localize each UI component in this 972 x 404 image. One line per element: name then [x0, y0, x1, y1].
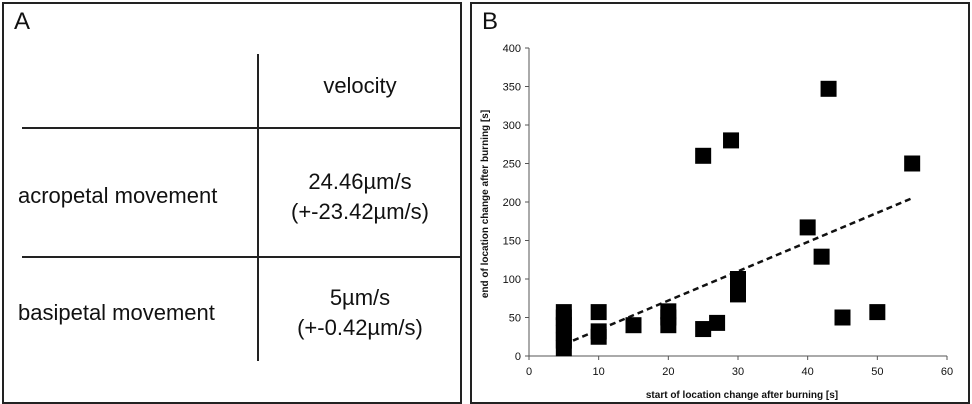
y-tick-label: 0: [515, 351, 521, 363]
x-tick-label: 60: [941, 366, 953, 378]
panel-b-label: B: [482, 8, 499, 35]
y-tick-label: 250: [503, 159, 521, 171]
data-point: [813, 248, 830, 265]
data-point: [869, 304, 886, 321]
data-point: [709, 314, 726, 331]
data-point: [695, 321, 712, 338]
data-point: [660, 303, 677, 320]
x-tick-label: 20: [662, 366, 674, 378]
y-axis-label: end of location change after burning [s]: [480, 110, 491, 298]
y-axis-ticks: 0 50 100 150 200 250 300 350 400: [503, 43, 529, 363]
x-axis-label: start of location change after burning […: [646, 390, 838, 401]
trendline: [563, 196, 913, 346]
data-point: [590, 304, 607, 321]
data-point: [590, 323, 607, 340]
row-sd-basipetal: (+-0.42µm/s): [297, 315, 423, 340]
panel-b: B 0 50 100 150 200 250 300 350 400 0 10 20 30 40 50 60…: [470, 2, 970, 404]
data-point: [820, 80, 837, 97]
y-tick-label: 50: [509, 313, 521, 325]
data-point: [834, 309, 851, 326]
y-tick-label: 150: [503, 236, 521, 248]
x-tick-label: 50: [871, 366, 883, 378]
data-point: [723, 132, 740, 149]
table-header-velocity: velocity: [323, 73, 397, 98]
table-row-divider-1: [22, 127, 462, 129]
row-value-acropetal: 24.46µm/s: [308, 169, 412, 194]
data-points: [555, 80, 921, 357]
x-tick-label: 10: [593, 366, 605, 378]
panel-a: A velocity acropetal movement 24.46µm/s …: [2, 2, 462, 404]
y-tick-label: 350: [503, 82, 521, 94]
data-point: [730, 271, 746, 287]
data-point: [904, 155, 921, 172]
y-tick-label: 100: [503, 274, 521, 286]
row-value-basipetal: 5µm/s: [329, 285, 391, 310]
row-label-acropetal: acropetal movement: [18, 183, 218, 208]
trendline-group: [563, 196, 913, 346]
y-tick-label: 400: [503, 43, 521, 55]
y-tick-label: 200: [503, 197, 521, 209]
data-point: [625, 317, 642, 334]
x-tick-label: 0: [526, 366, 532, 378]
x-tick-label: 30: [732, 366, 744, 378]
y-tick-label: 300: [503, 120, 521, 132]
data-point: [555, 304, 572, 321]
table-row-divider-2: [22, 256, 462, 258]
table-column-divider: [257, 54, 259, 361]
row-sd-acropetal: (+-23.42µm/s): [291, 199, 429, 224]
data-point: [799, 219, 816, 236]
x-tick-label: 40: [802, 366, 814, 378]
x-axis-ticks: 0 10 20 30 40 50 60: [526, 356, 953, 378]
panel-a-label: A: [14, 8, 31, 35]
scatter-chart: 0 50 100 150 200 250 300 350 400 0 10 20 30 40 50 60 s…: [480, 43, 953, 401]
data-point: [695, 147, 712, 164]
row-label-basipetal: basipetal movement: [18, 300, 215, 325]
